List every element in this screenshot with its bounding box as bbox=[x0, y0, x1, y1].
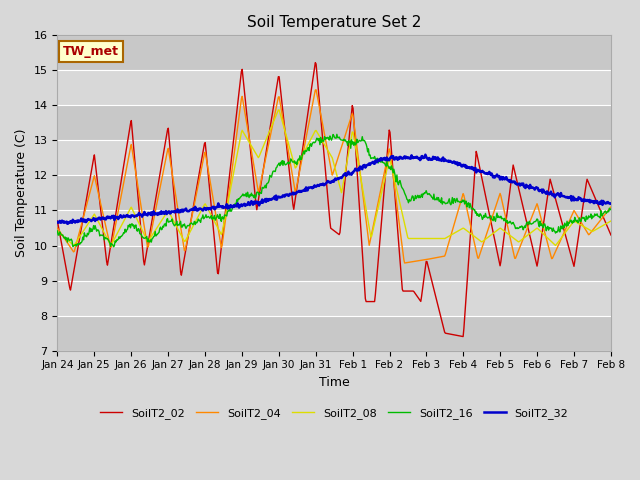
SoilT2_16 bbox=[607, 206, 615, 212]
SoilT2_16 bbox=[110, 244, 118, 250]
SoilT2_02 bbox=[460, 334, 467, 339]
SoilT2_32 bbox=[122, 214, 129, 220]
Bar bbox=[58, 315, 611, 350]
SoilT2_08 bbox=[206, 210, 214, 216]
SoilT2_16 bbox=[54, 228, 61, 234]
SoilT2_08 bbox=[419, 236, 426, 241]
SoilT2_32 bbox=[419, 153, 426, 159]
SoilT2_16 bbox=[333, 132, 340, 137]
SoilT2_08 bbox=[607, 218, 615, 224]
SoilT2_04 bbox=[403, 260, 411, 265]
SoilT2_16 bbox=[177, 224, 185, 230]
SoilT2_16 bbox=[403, 196, 411, 202]
SoilT2_04 bbox=[419, 257, 427, 263]
Line: SoilT2_16: SoilT2_16 bbox=[58, 134, 611, 247]
SoilT2_08 bbox=[54, 228, 61, 234]
Title: Soil Temperature Set 2: Soil Temperature Set 2 bbox=[247, 15, 421, 30]
SoilT2_16 bbox=[207, 214, 214, 220]
SoilT2_08 bbox=[63, 237, 71, 243]
SoilT2_32 bbox=[65, 221, 72, 227]
SoilT2_08 bbox=[275, 107, 283, 113]
SoilT2_32 bbox=[54, 219, 61, 225]
SoilT2_02 bbox=[419, 288, 426, 294]
Bar bbox=[58, 141, 611, 176]
SoilT2_08 bbox=[177, 231, 184, 237]
Bar bbox=[58, 245, 611, 280]
Bar bbox=[58, 280, 611, 315]
SoilT2_02 bbox=[54, 218, 61, 224]
SoilT2_02 bbox=[120, 158, 128, 164]
Bar bbox=[58, 176, 611, 211]
SoilT2_02 bbox=[63, 273, 71, 278]
Line: SoilT2_32: SoilT2_32 bbox=[58, 155, 611, 224]
SoilT2_04 bbox=[607, 204, 615, 210]
SoilT2_04 bbox=[401, 260, 408, 266]
Y-axis label: Soil Temperature (C): Soil Temperature (C) bbox=[15, 129, 28, 257]
Bar bbox=[58, 211, 611, 245]
SoilT2_04 bbox=[120, 176, 128, 182]
SoilT2_32 bbox=[403, 154, 410, 160]
SoilT2_08 bbox=[120, 217, 128, 223]
Line: SoilT2_04: SoilT2_04 bbox=[58, 90, 611, 263]
SoilT2_32 bbox=[207, 206, 214, 212]
Line: SoilT2_02: SoilT2_02 bbox=[58, 63, 611, 336]
SoilT2_02 bbox=[312, 60, 319, 66]
SoilT2_08 bbox=[403, 228, 410, 233]
SoilT2_02 bbox=[177, 269, 184, 275]
SoilT2_04 bbox=[177, 224, 184, 229]
SoilT2_04 bbox=[54, 225, 61, 231]
X-axis label: Time: Time bbox=[319, 376, 349, 389]
SoilT2_04 bbox=[206, 177, 214, 182]
Bar bbox=[58, 106, 611, 141]
SoilT2_08 bbox=[552, 242, 559, 248]
SoilT2_16 bbox=[63, 239, 71, 245]
SoilT2_32 bbox=[63, 221, 71, 227]
SoilT2_16 bbox=[419, 191, 427, 196]
SoilT2_16 bbox=[122, 226, 129, 232]
SoilT2_04 bbox=[63, 240, 71, 246]
SoilT2_04 bbox=[312, 87, 320, 93]
Text: TW_met: TW_met bbox=[63, 45, 119, 58]
Bar bbox=[58, 71, 611, 106]
Line: SoilT2_08: SoilT2_08 bbox=[58, 110, 611, 245]
SoilT2_32 bbox=[607, 201, 615, 206]
SoilT2_02 bbox=[607, 232, 615, 238]
Legend: SoilT2_02, SoilT2_04, SoilT2_08, SoilT2_16, SoilT2_32: SoilT2_02, SoilT2_04, SoilT2_08, SoilT2_… bbox=[95, 404, 573, 423]
SoilT2_32 bbox=[177, 207, 185, 213]
SoilT2_02 bbox=[403, 288, 410, 294]
SoilT2_02 bbox=[206, 189, 214, 194]
Bar bbox=[58, 36, 611, 71]
SoilT2_32 bbox=[422, 152, 429, 157]
